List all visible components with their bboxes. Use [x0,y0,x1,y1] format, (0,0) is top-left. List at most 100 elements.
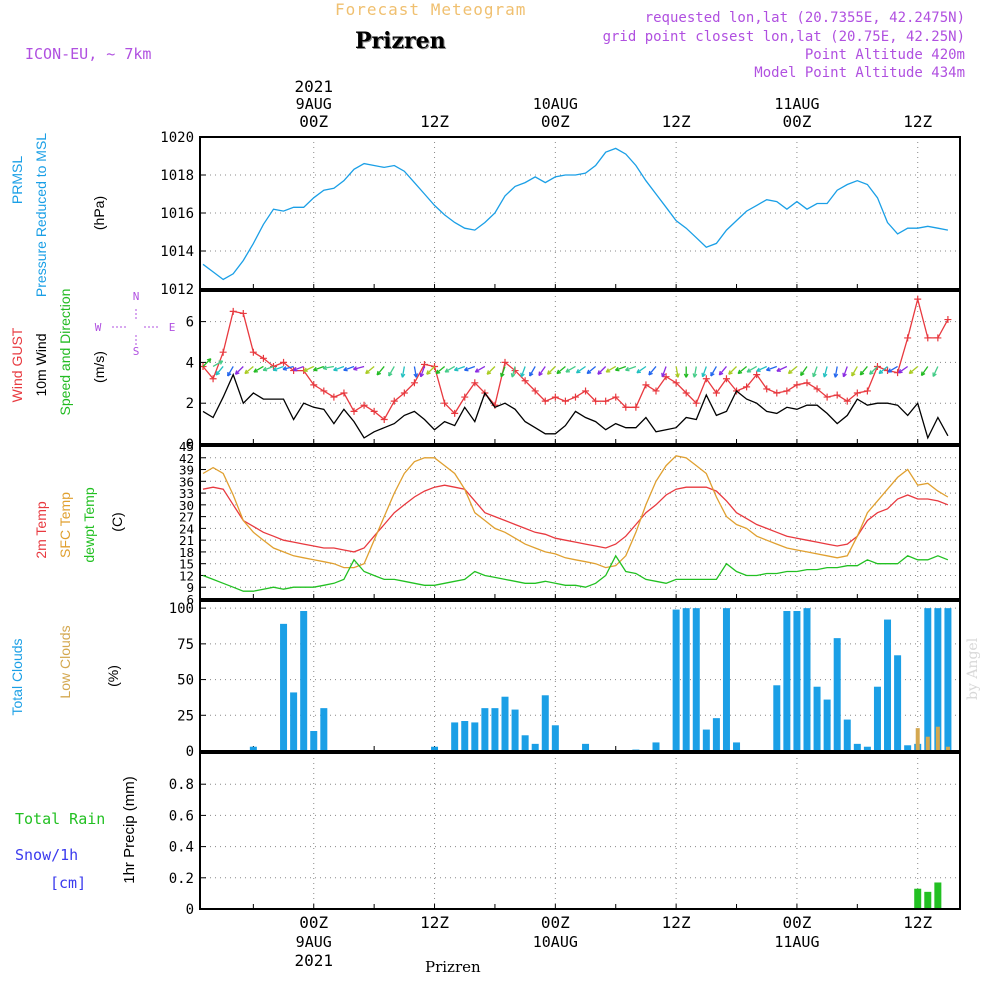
wind-direction-arrow [788,365,798,375]
bottom-axis-date: 11AUG [774,933,819,951]
gust-point [944,316,952,324]
gust-point [400,389,408,397]
clouds-bar [773,685,781,751]
wind-direction-arrowhead [282,366,288,371]
clouds-bar [280,623,288,751]
temp-unit: (C) [109,512,125,531]
gust-point [803,379,811,387]
wind-direction-arrow [538,366,546,376]
wind-direction-arrowhead [822,373,828,378]
temperature-series-line [202,554,949,592]
temperature-ytick-label: 21 [179,533,194,548]
wind-series-line [202,296,949,421]
wind-direction-arrowhead [227,371,232,377]
wind-direction-arrowhead [898,368,903,374]
wind-direction-arrow [215,366,224,376]
wind-direction-arrowhead [435,369,441,375]
footer-location: Prizren [425,958,481,976]
clouds-bar [300,611,308,751]
wind-direction-arrowhead [756,367,761,372]
wind-direction-arrow [202,358,212,367]
wind-direction-arrow [333,365,345,371]
temperature-ytick-label: 15 [179,557,194,572]
wind-direction-arrow [932,366,939,377]
gust-point [652,387,660,395]
temperature-ytick-label: 6 [186,592,194,607]
clouds-bar [249,746,257,751]
wind-ytick-label: 0 [186,437,194,453]
requested-coords: requested lon,lat (20.7355E, 42.2475N) [644,10,965,26]
clouds-bar [935,726,940,751]
wind-direction-arrow [625,365,637,371]
precip-bar [914,888,922,909]
wind-direction-arrow [898,365,909,374]
wind-direction-arrowhead [546,370,552,375]
pressure-label-prmsl: PRMSL [9,156,25,204]
pressure-ytick-label: 1014 [160,244,194,260]
bottom-axis-hour: 12Z [903,913,932,932]
wind-direction-arrowhead [206,358,212,363]
top-axis-hour: 12Z [420,112,449,131]
pressure-panel [199,136,961,290]
wind-direction-arrowhead [932,372,937,377]
wind-direction-arrow [812,366,818,378]
gust-point [763,385,771,393]
total-clouds-label: Total Clouds [9,638,25,715]
temperature-ytick-label: 27 [179,510,194,525]
clouds-bar [853,743,861,751]
wind-direction-arrowhead [262,366,268,372]
gust-point [743,383,751,391]
clouds-frame [199,600,961,752]
gust-point [602,397,610,405]
precip-ytick-label: 0.6 [169,808,194,824]
clouds-bar [884,619,892,751]
wind-direction-arrow [520,366,526,378]
wind-direction-arrowhead [365,369,370,375]
temperature-ytick-label: 36 [179,474,194,489]
clouds-bar [531,743,539,751]
gust-point [330,393,338,401]
gust-point [209,375,217,383]
wind-direction-arrowhead [908,369,914,375]
pressure-ytick-label: 1018 [160,168,194,184]
wind-direction-arrow [823,366,828,378]
clouds-bar [823,699,831,751]
wind-direction-arrow [475,365,486,373]
wind-direction-arrowhead [710,371,715,377]
wind-direction-arrowhead [586,369,592,375]
precip-panel [199,752,961,910]
gust-point [853,389,861,397]
pressure-series-line [202,147,949,281]
wind-direction-arrow [648,366,657,376]
wind-ytick-label: 6 [186,315,194,331]
wind-direction-arrowhead [292,366,298,372]
model-label: ICON-EU, ~ 7km [25,45,152,63]
wind-direction-arrow [388,366,395,377]
gust-point [410,379,418,387]
wind-direction-arrowhead [675,373,680,378]
wind-direction-arrowhead [701,372,706,378]
clouds-bar [511,709,519,751]
temperature-ytick-label: 18 [179,545,194,560]
top-axis-date: 9AUG [296,95,332,113]
precip-unit: 1hr Precip (mm) [121,776,138,884]
wind-direction-label: Speed and Direction [57,289,73,416]
wind-direction-arrow [756,365,768,372]
top-axis-hour: 00Z [299,112,328,131]
clouds-bar [320,708,328,751]
clouds-bar [541,695,549,751]
wind-direction-arrow [272,365,284,371]
gust-point [642,381,650,389]
gust-point [521,377,529,385]
wind-direction-arrow [376,366,385,376]
wind-direction-arrowhead [787,369,793,375]
wind-direction-arrowhead [322,365,328,371]
wind-direction-arrow [547,366,556,375]
clouds-ytick-label: 100 [169,601,194,617]
wind-direction-arrow [842,366,848,378]
wind-direction-arrow [343,365,355,371]
temperature-ytick-label: 30 [179,498,194,513]
wind-direction-arrow [859,366,868,376]
point-altitude: Point Altitude 420m [804,47,965,63]
